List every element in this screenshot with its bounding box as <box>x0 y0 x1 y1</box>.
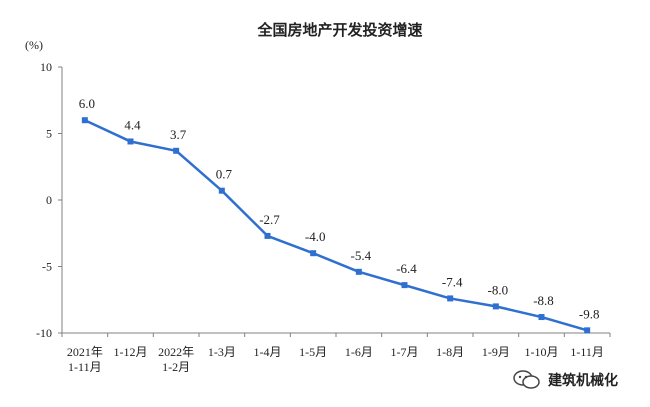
data-label: -2.7 <box>259 212 280 227</box>
data-label: -4.0 <box>305 229 326 244</box>
x-tick-label: 2021年 <box>67 345 103 359</box>
x-tick-label: 1-7月 <box>391 345 419 359</box>
data-point <box>492 303 499 310</box>
data-label: 4.4 <box>124 117 141 132</box>
series-line <box>81 117 591 334</box>
x-tick-label: 1-6月 <box>345 345 373 359</box>
data-point <box>447 295 454 302</box>
data-point <box>584 327 591 334</box>
data-label: 3.7 <box>170 127 187 142</box>
data-point <box>81 117 88 124</box>
data-point <box>127 138 134 145</box>
watermark: 建筑机械化 <box>512 368 618 392</box>
data-point <box>310 250 317 257</box>
x-tick-label: 1-9月 <box>482 345 510 359</box>
x-tick-label: 1-10月 <box>525 345 559 359</box>
data-label: 6.0 <box>79 96 95 111</box>
series-line-path <box>84 119 588 332</box>
x-tick-label: 1-4月 <box>254 345 282 359</box>
x-tick-label: 1-8月 <box>436 345 464 359</box>
x-tick-label: 1-11月 <box>68 360 102 374</box>
y-tick-label: -5 <box>42 260 52 274</box>
y-tick-label: 0 <box>46 193 52 207</box>
data-labels: 6.0 4.4 3.7 0.7 -2.7 -4.0 -5.4 -6.4 -7.4 -8.0 -8.8… <box>79 96 600 321</box>
y-tick-label: 5 <box>46 127 52 141</box>
watermark-text: 建筑机械化 <box>548 373 618 389</box>
wechat-icon <box>513 370 540 389</box>
x-tick-label: 1-5月 <box>299 345 327 359</box>
data-label: -5.4 <box>351 248 372 263</box>
data-label: -8.0 <box>488 282 509 297</box>
y-tick-labels: 10 5 0 -5 -10 <box>36 60 52 340</box>
x-tick-label: 1-2月 <box>162 360 190 374</box>
data-label: 0.7 <box>216 167 233 182</box>
data-label: -8.8 <box>533 293 554 308</box>
x-tick-label: 1-12月 <box>114 345 148 359</box>
data-point <box>173 147 180 154</box>
y-tick-label: -10 <box>36 326 52 340</box>
y-tick-label: 10 <box>40 60 52 74</box>
x-tick-label: 1-11月 <box>570 345 604 359</box>
axes <box>58 66 611 337</box>
data-point <box>401 282 408 289</box>
data-label: -7.4 <box>442 274 463 289</box>
data-point <box>264 232 271 239</box>
data-label: -9.8 <box>579 306 600 321</box>
chart-title: 全国房地产开发投资增速 <box>256 21 422 39</box>
y-axis-unit: (%) <box>25 38 43 52</box>
data-point <box>355 268 362 275</box>
x-tick-label: 1-3月 <box>208 345 236 359</box>
data-label: -6.4 <box>396 261 417 276</box>
data-point <box>218 187 225 194</box>
x-tick-label: 2022年 <box>158 345 194 359</box>
data-point <box>538 314 545 321</box>
